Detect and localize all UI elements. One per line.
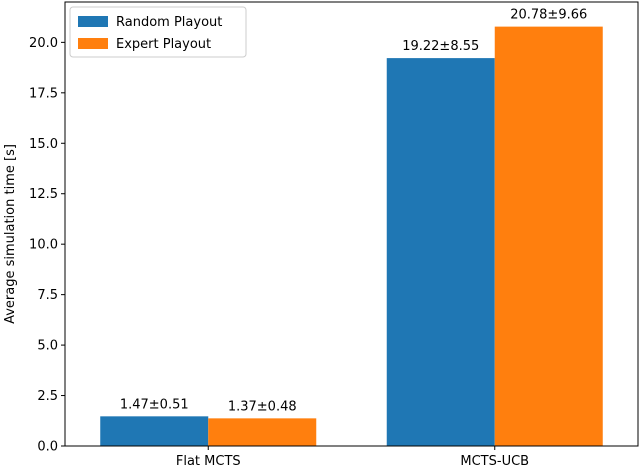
- y-tick-label: 10.0: [29, 238, 58, 253]
- bars-layer: [100, 26, 603, 446]
- legend-box: [69, 6, 247, 58]
- bar-value-label: 1.37±0.48: [228, 399, 297, 414]
- legend: Random Playout Expert Playout: [69, 6, 247, 58]
- bar-random-1: [386, 58, 495, 446]
- legend-swatch: [78, 16, 108, 27]
- y-tick-label: 12.5: [29, 187, 58, 202]
- y-tick-label: 0.0: [37, 440, 58, 455]
- x-tick-label: Flat MCTS: [176, 454, 241, 467]
- y-tick-label: 7.5: [37, 288, 58, 303]
- bar-expert-0: [208, 418, 317, 446]
- bar-labels-layer: 1.47±0.51 1.37±0.48 19.22±8.55 20.78±9.66: [120, 8, 587, 415]
- plot-frame: [64, 1, 639, 447]
- y-tick-label: 5.0: [37, 339, 58, 354]
- bar-random-0: [100, 416, 209, 446]
- bar-value-label: 19.22±8.55: [402, 39, 479, 54]
- legend-swatch: [78, 38, 108, 49]
- y-tick-label: 2.5: [37, 389, 58, 404]
- y-tick-label: 15.0: [29, 137, 58, 152]
- y-tick-label: 17.5: [29, 86, 58, 101]
- legend-label: Expert Playout: [116, 37, 211, 52]
- bar-value-label: 1.47±0.51: [120, 397, 189, 412]
- bar-value-label: 20.78±9.66: [510, 8, 587, 23]
- axes-layer: 0.0 2.5 5.0 7.5 10.0 12.5 15.0 17.5 20.0 Flat MCT…: [29, 1, 639, 467]
- y-tick-label: 20.0: [29, 36, 58, 51]
- legend-label: Random Playout: [116, 15, 222, 30]
- bar-expert-1: [494, 26, 603, 446]
- y-axis-label: Average simulation time [s]: [3, 144, 18, 324]
- x-tick-label: MCTS-UCB: [460, 454, 529, 467]
